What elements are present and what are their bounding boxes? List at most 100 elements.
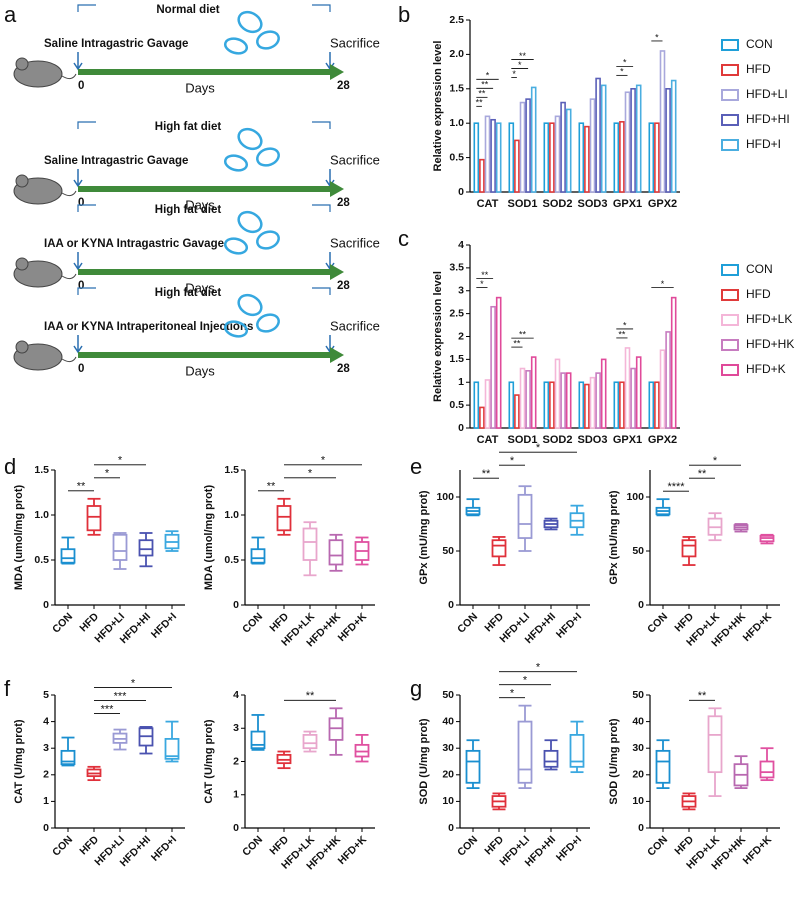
feed-icon — [223, 154, 249, 172]
y-tick-label: 20 — [442, 769, 454, 781]
significance-label: ** — [481, 270, 489, 280]
significance-label: ** — [618, 329, 626, 339]
bar — [495, 122, 502, 193]
x-tick-label: CON — [240, 611, 265, 636]
y-tick-label: 0.5 — [34, 554, 49, 566]
bar — [514, 394, 520, 429]
bar — [549, 122, 555, 193]
y-tick-label: 0 — [638, 822, 644, 834]
legend-label: HFD — [746, 287, 771, 301]
y-axis-label: Relative expression level — [432, 41, 444, 172]
bar — [490, 305, 496, 429]
bar — [508, 122, 515, 193]
y-tick-label: 40 — [442, 715, 454, 727]
day-end: 28 — [337, 197, 350, 209]
mouse-tail — [61, 356, 77, 363]
bar — [514, 139, 520, 193]
legend-label: CON — [746, 37, 773, 51]
box — [491, 539, 507, 558]
x-tick-label: HFD+K — [741, 610, 775, 644]
box — [276, 505, 292, 532]
day-end: 28 — [337, 80, 350, 92]
y-axis-label: Relative expression level — [432, 271, 444, 402]
y-tick-label: 10 — [632, 795, 644, 807]
box — [164, 737, 180, 760]
y-tick-label: 0 — [233, 599, 239, 611]
y-tick-label: 1.5 — [224, 464, 239, 476]
significance-label: * — [655, 32, 659, 42]
y-axis-label: CAT (U/mg prot) — [203, 719, 215, 803]
bar — [479, 158, 485, 193]
legend-swatch — [721, 339, 739, 351]
day-end: 28 — [337, 280, 350, 292]
x-tick-label: HFD+I — [149, 834, 179, 864]
bar — [584, 383, 590, 429]
y-tick-label: 40 — [632, 715, 644, 727]
box — [707, 715, 723, 774]
significance-label: ** — [698, 690, 707, 702]
y-tick-label: 0.5 — [449, 399, 464, 411]
legend-swatch — [721, 89, 739, 101]
significance-label: ** — [478, 89, 486, 99]
y-tick-label: 4 — [458, 239, 464, 251]
bar — [600, 84, 607, 193]
y-tick-label: 5 — [43, 689, 49, 701]
y-tick-label: 0 — [43, 599, 49, 611]
box — [465, 749, 481, 784]
significance-label: * — [661, 279, 665, 289]
y-tick-label: 1.5 — [34, 464, 49, 476]
legend-label: HFD+LI — [746, 87, 788, 101]
significance-label: * — [321, 455, 326, 467]
significance-label: * — [536, 442, 541, 454]
significance-label: ** — [481, 80, 489, 90]
significance-label: * — [510, 688, 515, 700]
bar — [479, 406, 485, 429]
x-tick-label: HFD+I — [554, 834, 584, 864]
bar — [543, 381, 550, 429]
significance-label: ** — [306, 690, 315, 702]
x-tick-label: SOD3 — [578, 198, 608, 210]
significance-label: ** — [519, 51, 527, 61]
diet-label: High fat diet — [155, 287, 222, 299]
bar — [554, 358, 561, 429]
x-tick-label: CON — [455, 834, 480, 859]
bar — [589, 376, 596, 429]
significance-label: * — [713, 455, 718, 467]
legend-label: HFD+I — [746, 137, 781, 151]
day-axis: Days — [185, 280, 215, 295]
y-axis-label: MDA (umol/mg prot) — [13, 485, 25, 591]
day-axis: Days — [185, 363, 215, 378]
y-tick-label: 50 — [632, 545, 644, 557]
treatment-label: Saline Intragastric Gavage — [44, 155, 188, 167]
legend-swatch — [721, 364, 739, 376]
bar — [473, 381, 480, 429]
bar — [549, 381, 555, 429]
x-tick-label: HFD+K — [741, 833, 775, 867]
significance-label: * — [308, 468, 313, 480]
box — [759, 760, 775, 779]
bar — [565, 108, 572, 193]
significance-label: * — [620, 67, 624, 77]
y-tick-label: 2 — [43, 769, 49, 781]
x-tick-label: CAT — [477, 198, 499, 210]
bar — [613, 122, 620, 193]
bar — [659, 349, 666, 429]
y-tick-label: 1 — [458, 376, 464, 388]
arrow — [73, 335, 335, 354]
y-tick-label: 2.5 — [449, 14, 464, 26]
box — [569, 734, 585, 768]
bar — [578, 122, 585, 193]
bar — [565, 372, 572, 429]
arrow — [73, 252, 335, 271]
legend-swatch — [721, 264, 739, 276]
sacrifice-label: Sacrifice — [330, 318, 380, 333]
legend-label: HFD+LK — [746, 312, 792, 326]
significance-label: * — [118, 455, 123, 467]
significance-label: **** — [667, 481, 685, 493]
diet-label: High fat diet — [155, 121, 222, 133]
significance-label: * — [105, 468, 110, 480]
legend-swatch — [721, 64, 739, 76]
bar — [519, 367, 526, 429]
bracket — [77, 4, 331, 12]
bar — [648, 381, 655, 429]
